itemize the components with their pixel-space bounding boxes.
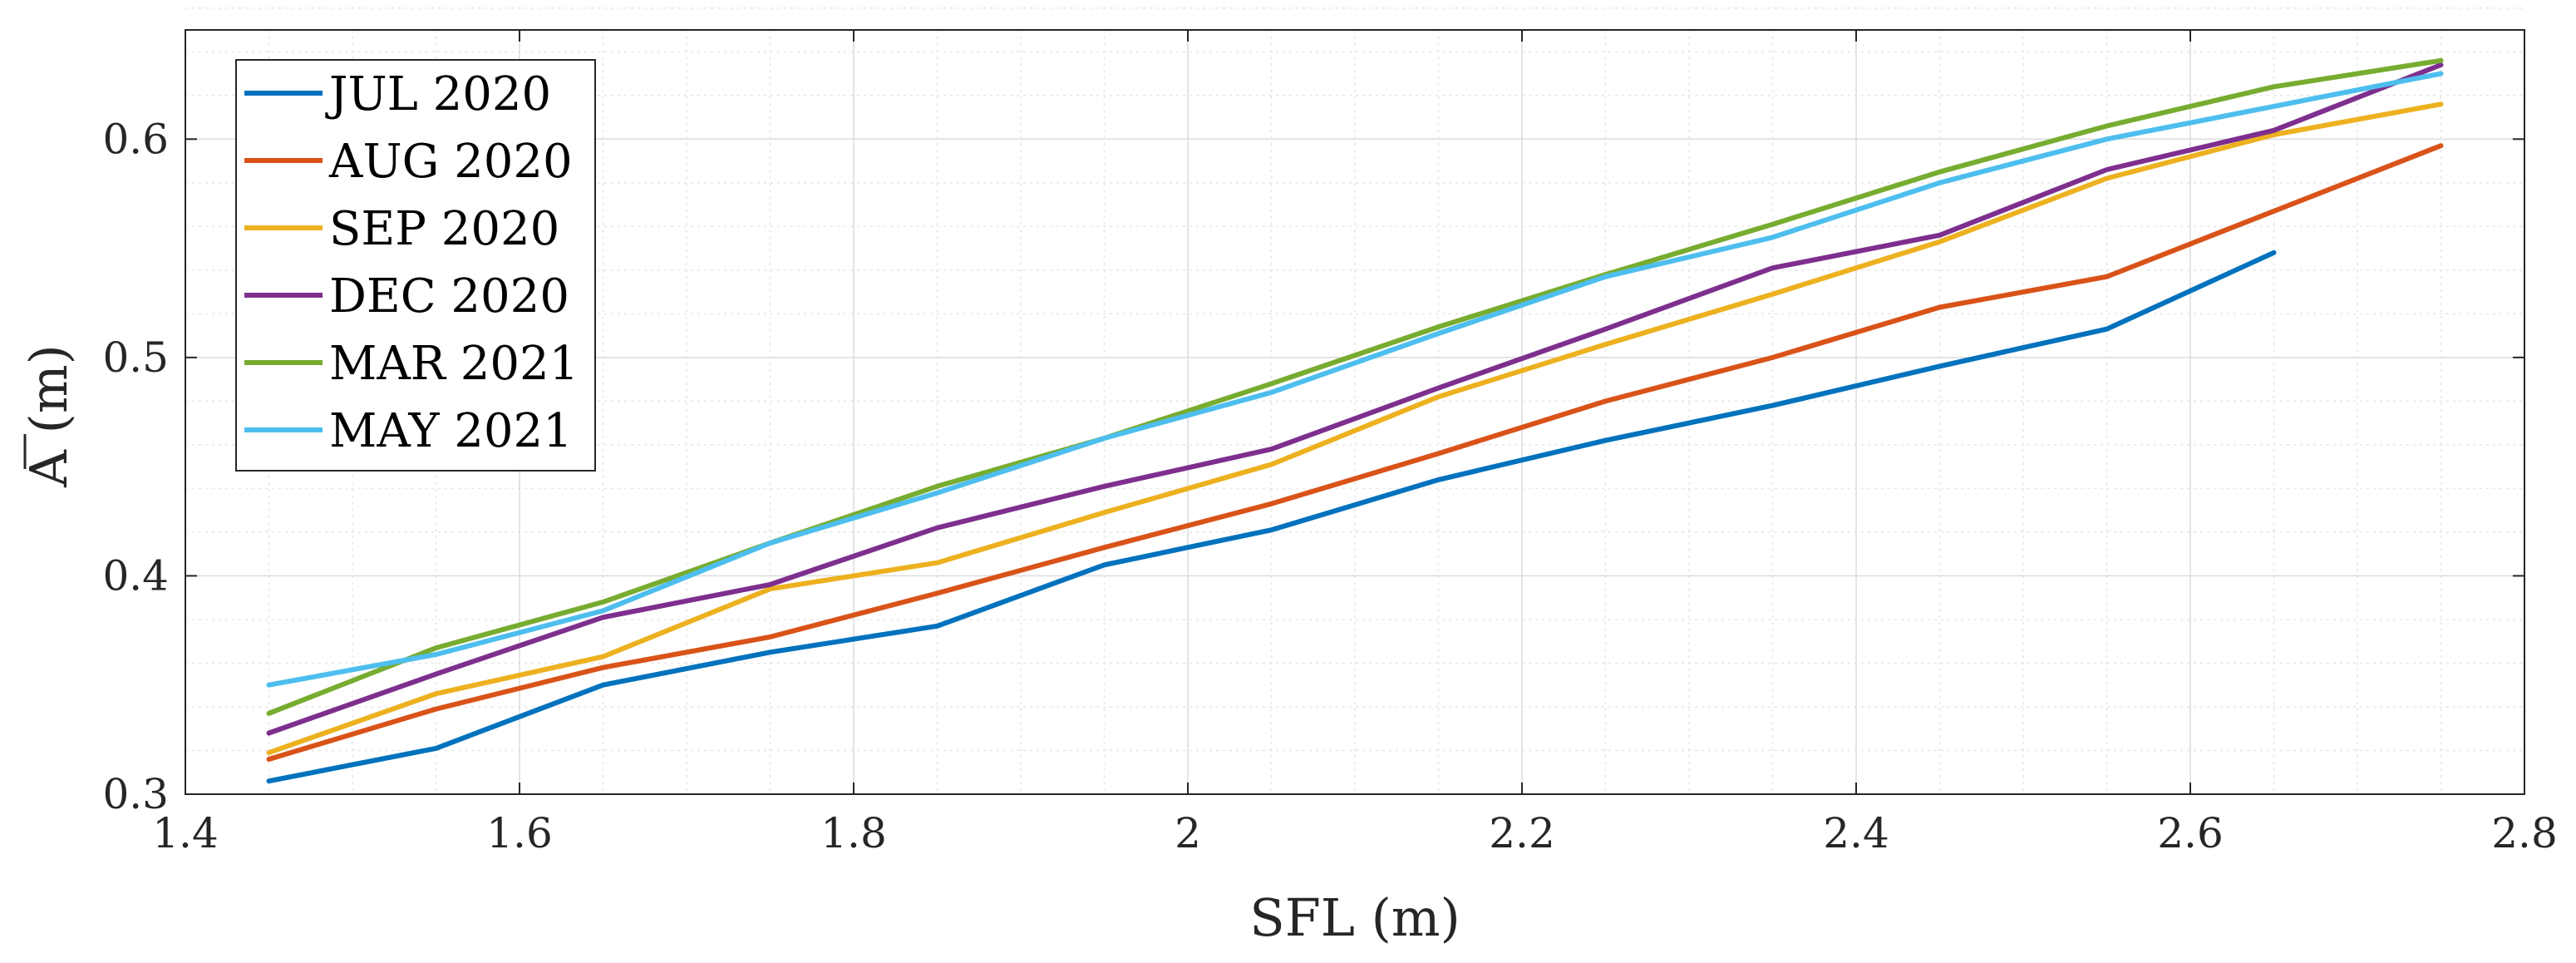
series-line-aug-2020 [266,143,2444,762]
legend-label-mar-2021: MAR 2021 [329,337,579,391]
x-tick-label: 2 [1175,809,1201,857]
legend-label-aug-2020: AUG 2020 [328,135,573,189]
y-tick-labels: 0.3 0.4 0.5 0.6 [102,115,169,818]
x-tick-label: 2.2 [1489,809,1555,857]
series-line-may-2021 [266,71,2444,688]
plot-frame [185,29,2525,795]
legend-label-dec-2020: DEC 2020 [329,269,569,323]
series-line-sep-2020 [266,101,2444,756]
x-tick-label: 1.6 [486,809,553,857]
legend-label-may-2021: MAY 2021 [329,404,573,458]
y-axis-label-group: A (m) [18,344,79,488]
x-tick-label: 2.6 [2157,809,2224,857]
series-layer [266,57,2444,784]
legend-label-sep-2020: SEP 2020 [329,202,559,256]
legend-label-jul-2020: JUL 2020 [325,67,551,121]
x-tick-label: 1.4 [152,809,219,857]
y-tick-label: 0.5 [102,333,169,382]
legend-box [235,59,596,472]
x-tick-labels: 1.4 1.6 1.8 2 2.2 2.4 2.6 2.8 [152,809,2558,857]
y-axis-label: A (m) [18,344,79,488]
x-axis-label: SFL (m) [1249,887,1460,948]
y-tick-label: 0.6 [102,115,169,163]
series-line-dec-2020 [266,62,2444,736]
x-tick-label: 2.4 [1823,809,1889,857]
x-tick-label: 1.8 [820,809,887,857]
x-tick-label: 2.8 [2491,809,2558,857]
series-line-jul-2020 [266,249,2277,784]
legend-items: JUL 2020 AUG 2020 SEP 2020 DEC 2020 MAR 2021… [244,67,579,458]
series-line-mar-2021 [266,57,2444,716]
axis-ticks [185,30,2525,795]
y-tick-label: 0.4 [102,551,169,600]
y-tick-label: 0.3 [102,770,169,818]
legend: JUL 2020 AUG 2020 SEP 2020 DEC 2020 MAR 2021… [235,59,596,472]
minor-grid [185,7,2524,794]
